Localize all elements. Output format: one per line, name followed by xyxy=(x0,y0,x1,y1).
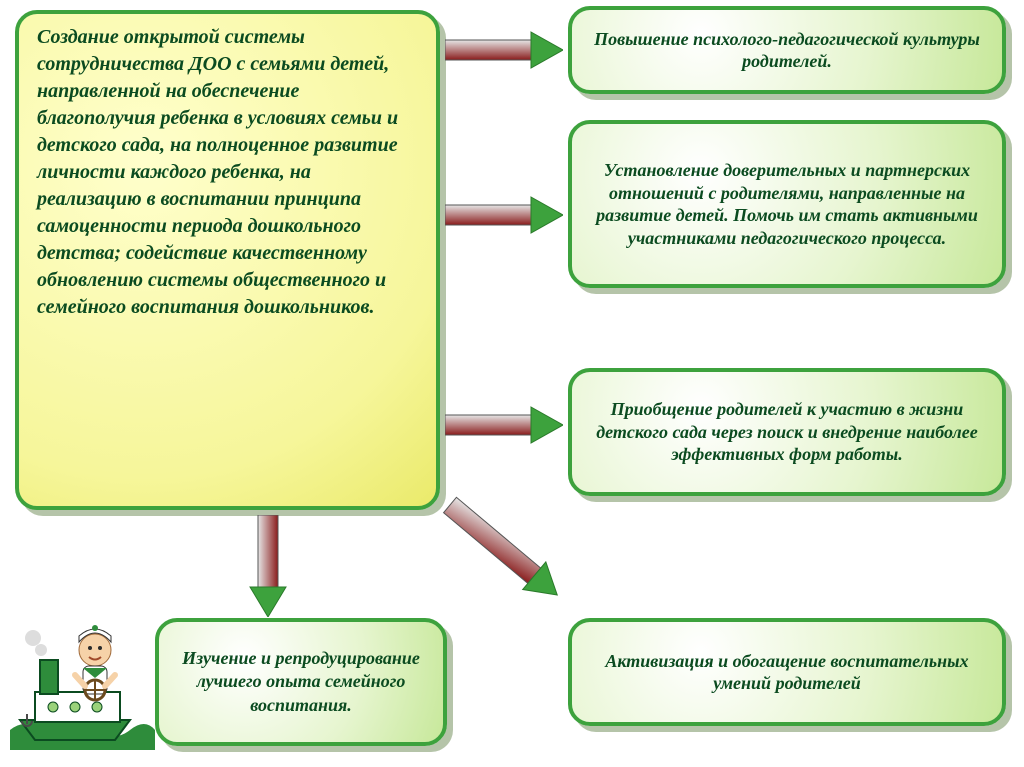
diagram-stage: Создание открытой системы сотрудничества… xyxy=(0,0,1024,767)
goal-text-activate: Активизация и обогащение воспитательных … xyxy=(590,650,984,695)
arrow-to-culture xyxy=(445,30,563,70)
goal-box-trust: Установление доверительных и партнерских… xyxy=(568,120,1006,288)
arrow-to-study xyxy=(248,515,288,617)
goal-text-study: Изучение и репродуцирование лучшего опыт… xyxy=(177,647,425,717)
sailor-boat-icon xyxy=(5,580,155,750)
main-concept-box: Создание открытой системы сотрудничества… xyxy=(15,10,440,510)
arrow-to-trust xyxy=(445,195,563,235)
goal-text-involve: Приобщение родителей к участию в жизни д… xyxy=(590,398,984,466)
goal-text-trust: Установление доверительных и партнерских… xyxy=(590,159,984,249)
goal-box-activate: Активизация и обогащение воспитательных … xyxy=(568,618,1006,726)
goal-text-culture: Повышение психолого-педагогической культ… xyxy=(590,28,984,73)
goal-box-study: Изучение и репродуцирование лучшего опыт… xyxy=(155,618,447,746)
goal-box-involve: Приобщение родителей к участию в жизни д… xyxy=(568,368,1006,496)
main-concept-text: Создание открытой системы сотрудничества… xyxy=(37,24,418,321)
goal-box-culture: Повышение психолого-педагогической культ… xyxy=(568,6,1006,94)
arrow-to-involve xyxy=(445,405,563,445)
arrow-to-activate xyxy=(440,495,580,635)
